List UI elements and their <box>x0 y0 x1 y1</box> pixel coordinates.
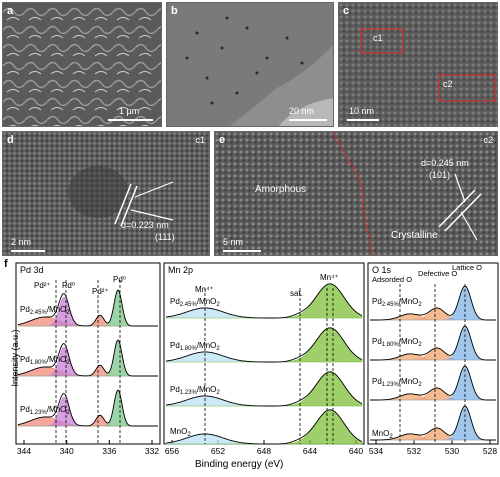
panel-label-e: e <box>219 134 226 146</box>
tem-panel-c: c c1 c2 10 nm <box>338 2 498 127</box>
xps-figure-f: Pd 3d 344 340 336 332 Mn 2p 656 652 648 644 640 O 1… <box>0 258 500 472</box>
o-envelope-2 <box>370 365 496 401</box>
xps-tick-label-0-1: 340 <box>60 446 74 456</box>
panel-label-c: c <box>343 5 350 17</box>
xps-title-1: Mn 2p <box>168 265 193 275</box>
lattice-plane-d: (111) <box>155 232 175 242</box>
region-box-c2 <box>438 74 496 102</box>
amorphous-label: Amorphous <box>255 184 307 195</box>
pd-sample-label-0: Pd2.45%/MnO2 <box>20 305 70 316</box>
box-label-c1: c1 <box>373 33 383 43</box>
lattice-plane-e: (101) <box>429 170 451 180</box>
o-sample-label-3: MnO2 <box>372 429 393 440</box>
o-peak-label-0: Adsorded O <box>372 275 412 284</box>
mn-sample-label-1: Pd1.80%/MnO2 <box>170 341 220 352</box>
scale-text-d: 2 nm <box>11 237 32 247</box>
xps-tick-label-2-0: 534 <box>369 446 383 456</box>
xps-tick-label-0-3: 332 <box>145 446 159 456</box>
o-peak-label-2: Lattice O <box>452 263 482 272</box>
xps-tick-label-2-1: 532 <box>407 446 421 456</box>
xps-frame-2 <box>367 262 499 445</box>
scale-text-b: 20 nm <box>289 106 315 116</box>
scale-bar-d <box>11 250 45 252</box>
phase-boundary-line <box>332 132 374 255</box>
mn-sample-label-3: MnO2 <box>170 427 191 438</box>
o-sample-label-2: Pd1.23%/MnO2 <box>372 377 422 388</box>
panel-label-a: a <box>7 5 14 17</box>
pd-envelope-2 <box>17 389 158 427</box>
lattice-spacing-e: d=0.245 nm <box>421 158 469 168</box>
xps-plots: Pd 3d 344 340 336 332 Mn 2p 656 652 648 644 640 O 1… <box>15 262 499 456</box>
sem-panel-a: a 1 µm <box>2 2 162 127</box>
mn-sample-label-2: Pd1.23%/MnO2 <box>170 385 220 396</box>
hrtem-panel-e: e c2 Amorphous Crystalline d=0.245 nm (1… <box>214 131 498 256</box>
pd-red-fit-1 <box>17 366 158 377</box>
xps-tick-label-2-3: 528 <box>483 446 497 456</box>
mn-envelope-2 <box>165 371 363 407</box>
corner-label-d: c1 <box>195 135 205 145</box>
scale-text-c: 10 nm <box>349 106 375 116</box>
y-axis-label: Intensity (a.u.) <box>10 329 20 387</box>
o-peak-label-1: Defective O <box>418 269 457 278</box>
pd-red-fit-0 <box>17 316 158 327</box>
o-sample-label-1: Pd1.80%/MnO2 <box>372 337 422 348</box>
x-axis-label: Binding energy (eV) <box>195 459 284 470</box>
pd-envelope-1 <box>17 339 158 377</box>
o-envelope-3 <box>370 405 496 441</box>
o-envelope-1 <box>370 325 496 361</box>
xps-tick-label-1-0: 656 <box>165 446 179 456</box>
xps-tick-label-2-2: 530 <box>445 446 459 456</box>
scale-bar-a <box>108 119 153 121</box>
box-label-c2: c2 <box>443 79 453 89</box>
pd-peak-label-0: Pd²⁺ <box>34 281 51 290</box>
pd-peak-label-1: Pd⁰ <box>62 281 75 290</box>
mn-envelope-1 <box>165 327 363 363</box>
xps-title-2: O 1s <box>372 265 392 275</box>
pd-peak-label-3: Pd⁰ <box>113 275 126 284</box>
xps-frame-0 <box>15 262 161 445</box>
hrtem-panel-d: d c1 d=0.223 nm (111) 2 nm <box>2 131 210 256</box>
crystalline-label: Crystalline <box>391 230 438 241</box>
hrtem-texture-d <box>3 132 209 255</box>
o-sample-label-0: Pd2.45%/MnO2 <box>372 297 422 308</box>
corner-label-e: c2 <box>483 135 493 145</box>
xps-tick-label-0-0: 344 <box>17 446 31 456</box>
xps-tick-label-1-2: 648 <box>257 446 271 456</box>
region-box-c1 <box>360 28 404 54</box>
xps-tick-label-1-4: 640 <box>349 446 363 456</box>
xps-tick-label-1-3: 644 <box>303 446 317 456</box>
scale-text-e: 5 nm <box>223 237 244 247</box>
panel-label-d: d <box>7 134 14 146</box>
mn-envelope-0 <box>165 283 363 319</box>
pd-sample-label-2: Pd1.23%/MnO2 <box>20 405 70 416</box>
sem-texture <box>3 3 161 126</box>
hrtem-texture-e <box>215 132 497 255</box>
scale-bar-b <box>289 119 327 121</box>
mn-sample-label-0: Pd2.45%/MnO2 <box>170 297 220 308</box>
mn-peak-label-0: Mn⁴⁺ <box>195 285 214 294</box>
scale-bar-e <box>223 250 261 252</box>
panel-label-b: b <box>171 5 178 17</box>
o-envelope-0 <box>370 285 496 321</box>
mn-peak-label-1: sat. <box>290 289 303 298</box>
pd-sample-label-1: Pd1.80%/MnO2 <box>20 355 70 366</box>
tem-panel-b: b 20 nm <box>166 2 334 127</box>
mn-envelope-3 <box>165 409 363 445</box>
xps-title-0: Pd 3d <box>20 265 44 275</box>
pd-red-fit-2 <box>17 416 158 427</box>
scale-bar-c <box>347 119 379 121</box>
mn-peak-label-2: Mn⁴⁺ <box>320 273 339 282</box>
tem-texture-c <box>339 3 497 126</box>
lattice-spacing-d: d=0.223 nm <box>121 220 169 230</box>
xps-tick-label-1-1: 652 <box>211 446 225 456</box>
panel-label-f: f <box>4 258 8 270</box>
pd-envelope-0 <box>17 289 158 327</box>
pd-peak-label-2: Pd²⁺ <box>92 287 109 296</box>
xps-tick-label-0-2: 336 <box>102 446 116 456</box>
scale-text-a: 1 µm <box>119 106 140 116</box>
